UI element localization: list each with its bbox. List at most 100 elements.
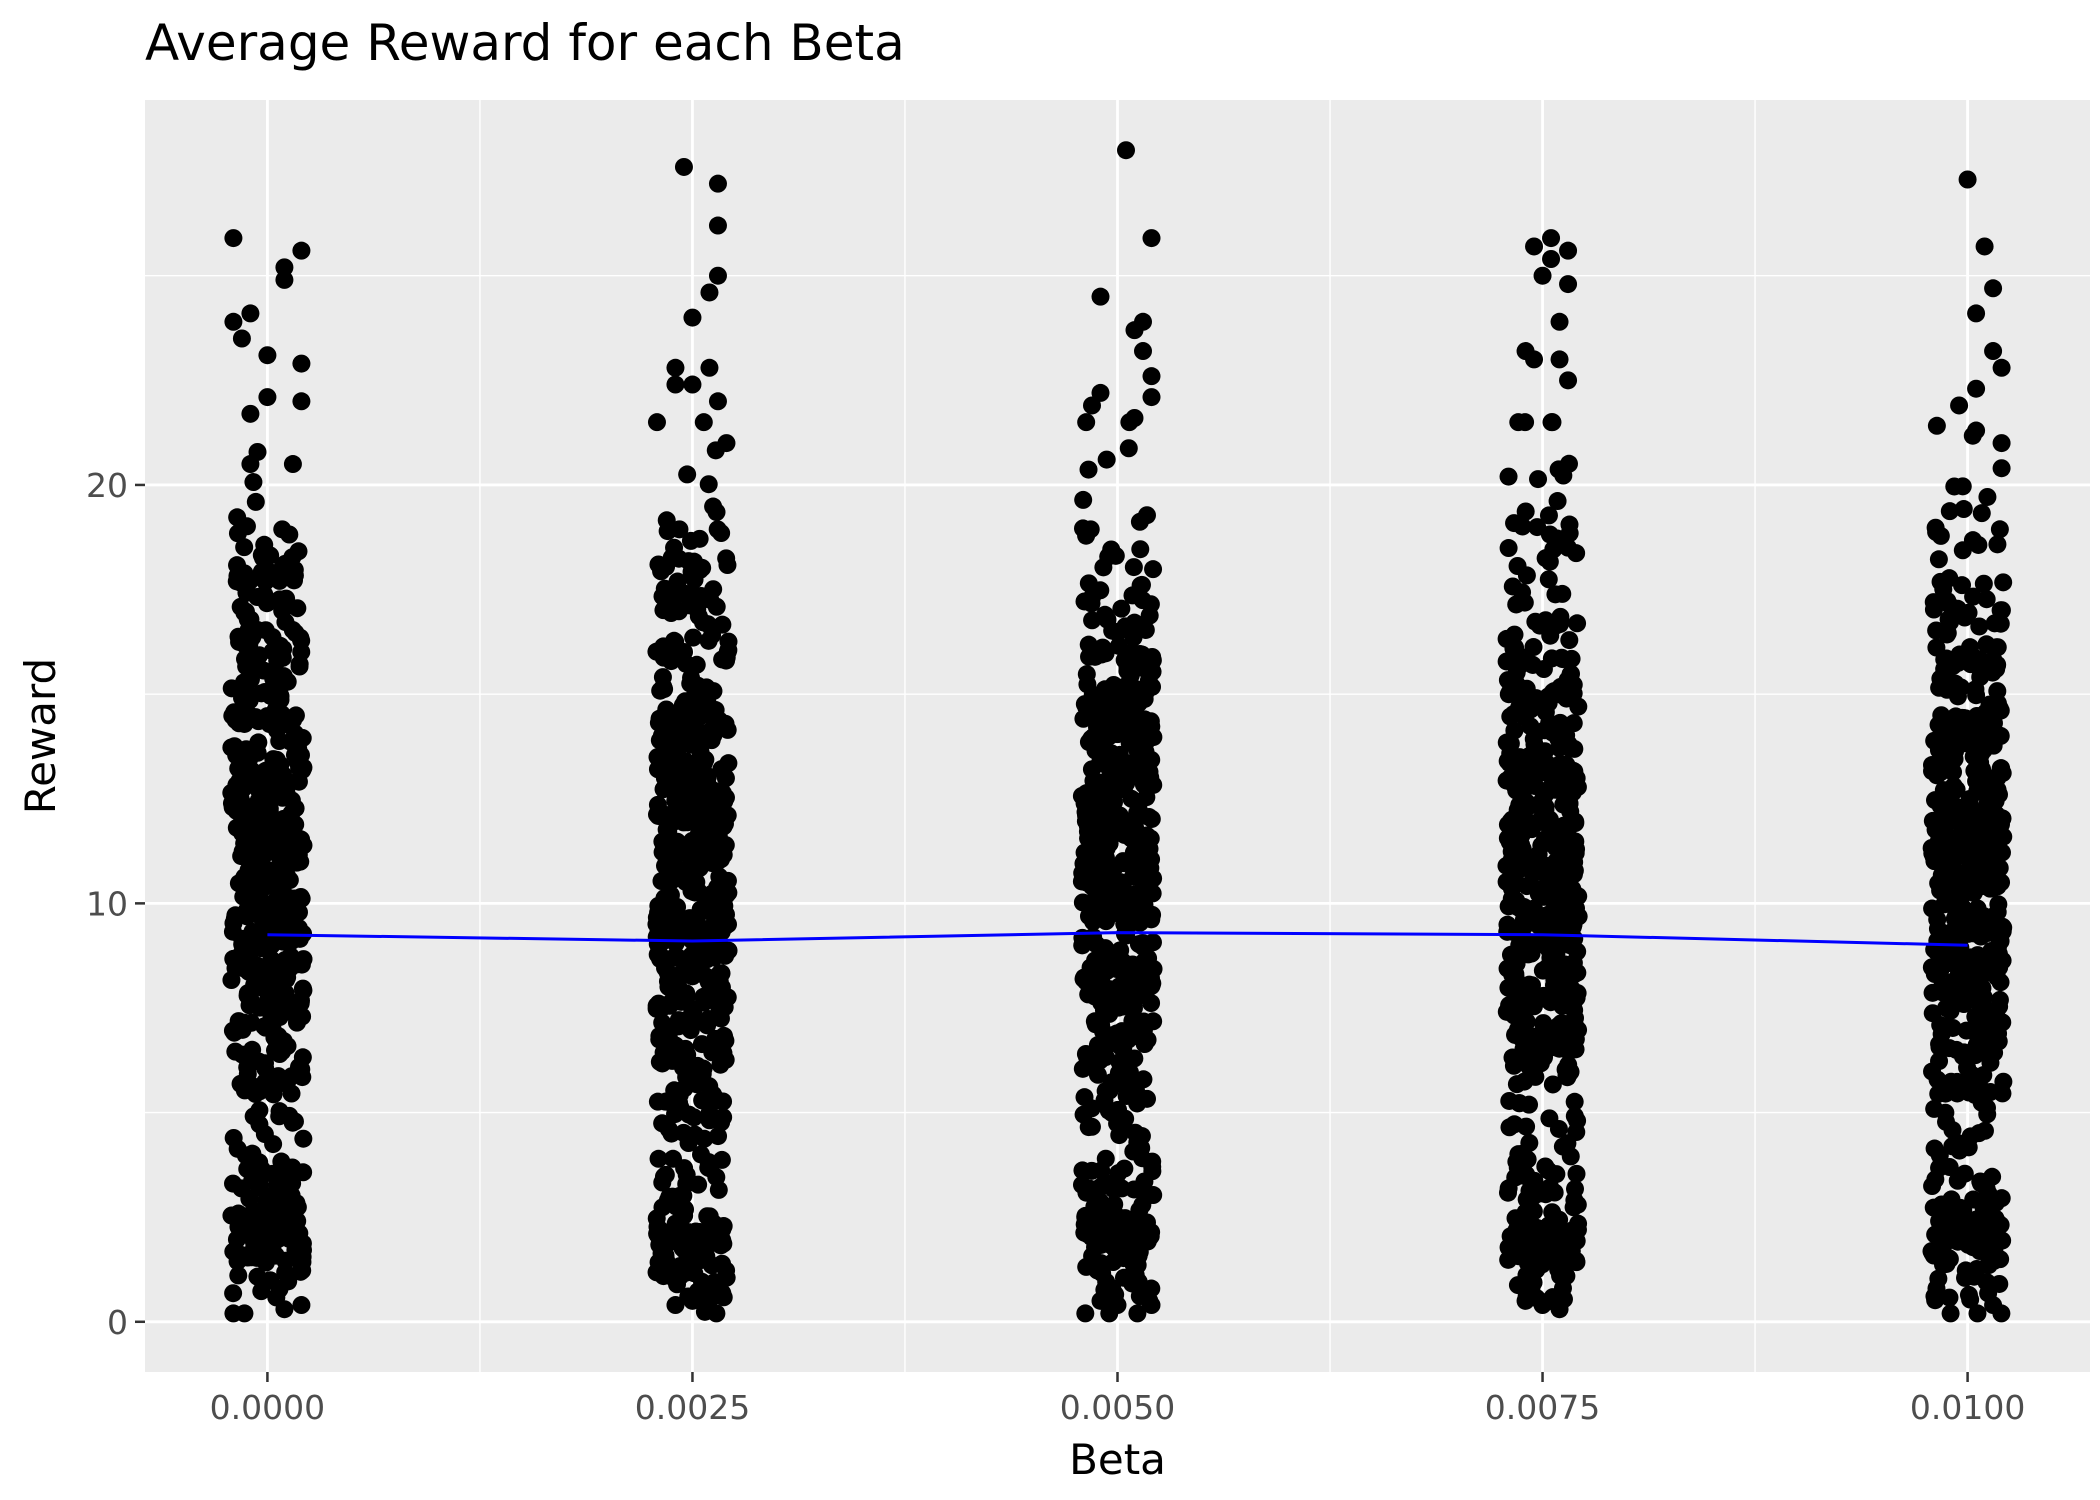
data-point [264, 1135, 283, 1154]
data-point [294, 1129, 313, 1148]
data-point [1947, 780, 1966, 799]
data-point [1542, 1038, 1561, 1057]
data-point [1075, 1223, 1094, 1242]
data-point [1534, 747, 1553, 766]
data-point [1517, 1245, 1536, 1264]
data-point [1520, 1095, 1539, 1114]
data-point [1134, 938, 1153, 957]
data-point [1077, 698, 1096, 717]
data-point [647, 642, 666, 661]
data-point [704, 718, 723, 737]
data-point [241, 666, 260, 685]
data-point [1951, 678, 1970, 697]
data-point [1142, 229, 1161, 248]
data-point [1105, 1195, 1124, 1214]
data-point [1125, 814, 1144, 833]
data-point [1548, 492, 1567, 511]
data-point [1499, 1238, 1518, 1257]
data-point [286, 799, 305, 818]
data-point [1529, 470, 1548, 489]
data-point [259, 813, 278, 832]
data-point [1082, 1161, 1101, 1180]
data-point [1988, 535, 2007, 554]
data-point [1967, 379, 1986, 398]
data-point [238, 986, 257, 1005]
data-point [265, 959, 284, 978]
data-point [689, 1175, 708, 1194]
data-point [655, 579, 674, 598]
data-point [1130, 644, 1149, 663]
data-point [1927, 638, 1946, 657]
data-point [224, 229, 243, 248]
data-point [1991, 759, 2010, 778]
data-point [679, 1105, 698, 1124]
data-point [1568, 984, 1587, 1003]
data-point [699, 475, 718, 494]
data-point [231, 874, 250, 893]
data-point [667, 786, 686, 805]
data-point [1526, 1027, 1545, 1046]
data-point [665, 538, 684, 557]
data-point [1135, 896, 1154, 915]
data-point [1516, 1291, 1535, 1310]
data-point [1130, 1201, 1149, 1220]
data-point [1118, 658, 1137, 677]
data-point [704, 682, 723, 701]
data-point [1550, 312, 1569, 331]
data-point [1975, 237, 1994, 256]
data-point [717, 885, 736, 904]
data-point [717, 434, 736, 453]
x-tick-label: 0.0075 [1485, 1388, 1600, 1427]
data-point [256, 572, 275, 591]
data-point [1558, 791, 1577, 810]
data-point [1117, 696, 1136, 715]
data-point [270, 1045, 289, 1064]
data-point [1970, 617, 1989, 636]
data-point [1142, 994, 1161, 1013]
data-point [1562, 664, 1581, 683]
data-point [228, 566, 247, 585]
data-point [1082, 1117, 1101, 1136]
data-point [652, 947, 671, 966]
data-point [1079, 829, 1098, 848]
data-point [1091, 1291, 1110, 1310]
data-point [1564, 684, 1583, 703]
data-point [1128, 1304, 1147, 1323]
data-point [274, 639, 293, 658]
data-point [713, 1254, 732, 1273]
data-point [1533, 881, 1552, 900]
data-point [1076, 1044, 1095, 1063]
data-point [224, 914, 243, 933]
data-point [1540, 810, 1559, 829]
data-point [1094, 1022, 1113, 1041]
data-point [1097, 450, 1116, 469]
data-point [669, 914, 688, 933]
data-point [1121, 1229, 1140, 1248]
data-point [1108, 1296, 1127, 1315]
data-point [1112, 599, 1131, 618]
data-point [1984, 279, 2003, 298]
data-point [1088, 1065, 1107, 1084]
data-point [1967, 1210, 1986, 1229]
data-point [1976, 703, 1995, 722]
data-point [681, 531, 700, 550]
data-point [1940, 807, 1959, 826]
data-point [683, 308, 702, 327]
data-point [714, 1288, 733, 1307]
data-point [1124, 558, 1143, 577]
data-point [662, 709, 681, 728]
data-point [1984, 342, 2003, 361]
data-point [252, 684, 271, 703]
data-point [1134, 1070, 1153, 1089]
data-point [1964, 747, 1983, 766]
data-point [716, 788, 735, 807]
data-point [650, 1052, 669, 1071]
data-point [679, 1254, 698, 1273]
trend-line-layer [267, 931, 1968, 947]
data-point [1954, 1201, 1973, 1220]
data-point [713, 1220, 732, 1239]
data-point [271, 755, 290, 774]
data-point [694, 413, 713, 432]
data-point [1943, 1018, 1962, 1037]
data-point [274, 595, 293, 614]
